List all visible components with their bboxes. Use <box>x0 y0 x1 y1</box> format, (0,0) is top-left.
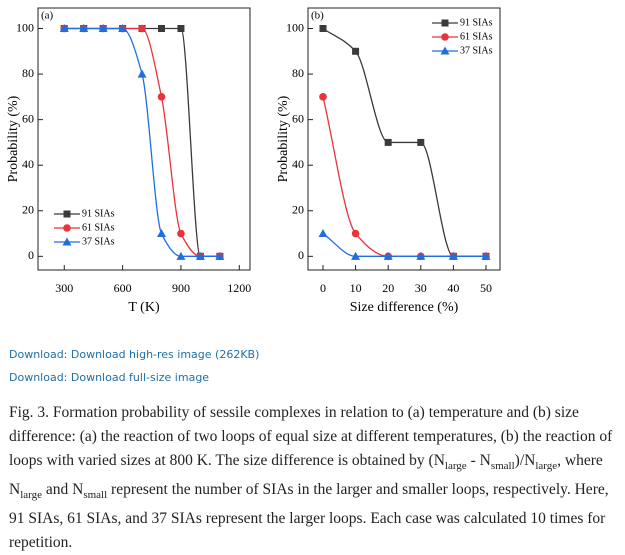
y-tick-label: 100 <box>286 20 304 34</box>
y-tick-label: 40 <box>292 157 304 171</box>
caption-subscript: large <box>444 460 467 473</box>
marker <box>195 251 205 260</box>
marker <box>351 251 361 260</box>
marker <box>319 93 327 101</box>
y-tick-label: 80 <box>22 66 34 80</box>
legend-label: 37 SIAs <box>82 236 115 247</box>
legend-label: 91 SIAs <box>460 17 493 28</box>
series-curve <box>322 233 486 257</box>
y-axis-label: Probability (%) <box>276 95 291 182</box>
download-link[interactable]: Download: Download full-size image <box>9 371 210 384</box>
caption-subscript: small <box>490 460 515 473</box>
plot-frame <box>307 7 501 271</box>
series-curve <box>64 27 220 257</box>
legend-marker <box>63 210 71 218</box>
legend-marker <box>440 46 450 55</box>
marker <box>59 24 69 33</box>
marker <box>448 251 458 260</box>
x-tick-label: 50 <box>480 281 492 295</box>
marker <box>417 138 425 146</box>
x-tick-label: 900 <box>172 281 190 295</box>
y-tick-label: 60 <box>292 111 304 125</box>
y-tick-label: 100 <box>16 20 34 34</box>
panel-label: (a) <box>41 10 54 22</box>
marker <box>176 251 186 260</box>
x-axis-label: T (K) <box>128 300 160 315</box>
y-tick-label: 80 <box>292 66 304 80</box>
y-axis-label: Probability (%) <box>6 95 21 182</box>
legend-marker <box>63 224 71 232</box>
y-tick-label: 0 <box>298 248 304 262</box>
x-tick-label: 1200 <box>227 281 251 295</box>
caption-subscript: small <box>83 489 108 502</box>
marker <box>318 229 328 238</box>
series-curve <box>322 96 486 257</box>
marker <box>177 25 185 33</box>
series-curve <box>322 27 486 257</box>
caption-text: Fig. 3. Formation probability of sessile… <box>9 404 613 469</box>
marker <box>137 69 147 78</box>
caption-text: - N <box>466 452 491 469</box>
legend-marker <box>441 19 449 27</box>
marker <box>352 47 360 55</box>
caption-subscript: large <box>20 489 42 502</box>
y-tick-label: 40 <box>22 157 34 171</box>
marker <box>157 229 167 238</box>
y-tick-label: 0 <box>28 248 34 262</box>
caption-text: , where N <box>9 452 603 499</box>
marker <box>158 25 166 33</box>
marker <box>481 251 491 260</box>
marker <box>98 24 108 33</box>
caption-text: represent the number of SIAs in the larg… <box>9 481 609 552</box>
marker <box>383 251 393 260</box>
y-tick-label: 20 <box>292 203 304 217</box>
y-tick-label: 60 <box>22 111 34 125</box>
legend-marker <box>62 237 72 246</box>
download-links: Download: Download high-res image (262KB… <box>9 343 259 389</box>
caption-text: and N <box>42 481 84 499</box>
marker <box>157 93 166 101</box>
caption-subscript: large <box>535 460 558 473</box>
x-tick-label: 300 <box>55 281 73 295</box>
legend-label: 37 SIAs <box>460 45 493 56</box>
marker <box>384 138 392 146</box>
x-axis-label: Size difference (%) <box>350 300 459 315</box>
download-link[interactable]: Download: Download high-res image (262KB… <box>9 348 260 361</box>
caption: Fig. 3. Formation probability of sessile… <box>9 401 617 555</box>
legend-label: 61 SIAs <box>460 31 493 42</box>
legend-label: 61 SIAs <box>82 222 115 233</box>
marker <box>319 25 327 33</box>
legend-marker <box>441 33 449 41</box>
marker <box>416 251 426 260</box>
marker <box>351 229 360 238</box>
marker <box>215 251 225 260</box>
marker <box>138 24 146 33</box>
plot-frame <box>37 7 251 271</box>
x-tick-label: 20 <box>382 281 394 295</box>
x-tick-label: 40 <box>447 281 459 295</box>
panel-label: (b) <box>311 10 324 22</box>
x-tick-label: 600 <box>114 281 132 295</box>
y-tick-label: 20 <box>22 203 34 217</box>
marker <box>79 24 89 33</box>
legend-label: 91 SIAs <box>82 208 115 219</box>
marker <box>118 24 128 33</box>
x-tick-label: 10 <box>350 281 362 295</box>
marker <box>177 229 185 238</box>
caption-text: )/N <box>514 452 536 469</box>
x-tick-label: 30 <box>415 281 427 295</box>
x-tick-label: 0 <box>320 281 326 295</box>
